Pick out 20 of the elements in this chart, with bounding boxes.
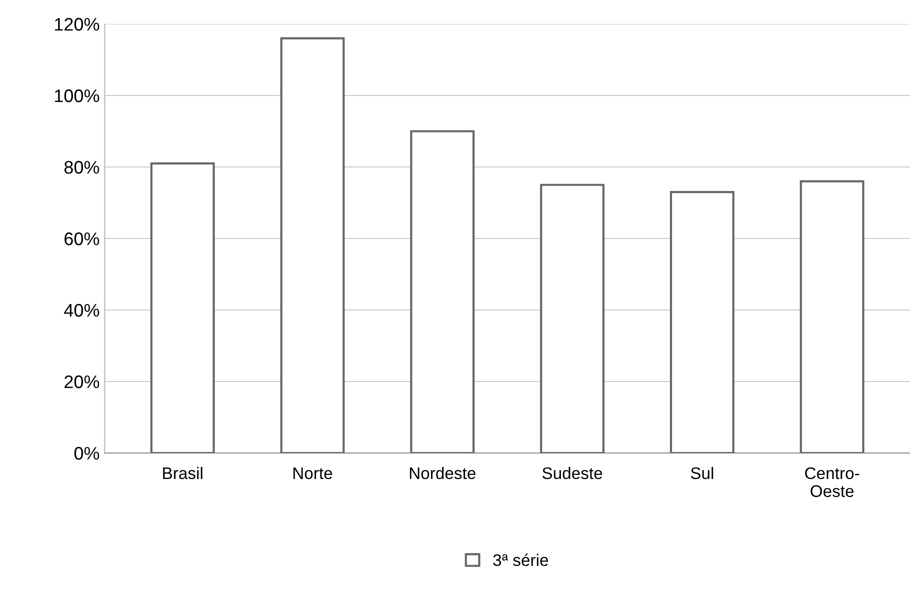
legend-label: 3ª série: [493, 554, 548, 566]
bar: [410, 130, 475, 453]
y-tick-label: 120%: [54, 18, 100, 31]
x-tick-label: Sul: [690, 466, 714, 480]
bar: [150, 162, 215, 453]
x-tick-label: Centro- Oeste: [805, 467, 860, 498]
bar: [800, 180, 864, 453]
bar: [540, 184, 604, 453]
x-tick-label: Norte: [293, 468, 332, 480]
y-tick-label: 0%: [74, 446, 100, 460]
y-tick-label: 80%: [64, 160, 100, 174]
bar: [670, 190, 734, 453]
x-tick-label: Nordeste: [410, 466, 476, 480]
y-tick-label: 100%: [54, 89, 100, 102]
y-tick-label: 20%: [64, 375, 100, 388]
bar: [280, 37, 345, 453]
x-tick-label: Brasil: [163, 466, 202, 480]
y-tick-label: 60%: [64, 232, 100, 246]
x-tick-label: Sudeste: [542, 466, 602, 480]
y-tick-label: 40%: [64, 304, 100, 317]
